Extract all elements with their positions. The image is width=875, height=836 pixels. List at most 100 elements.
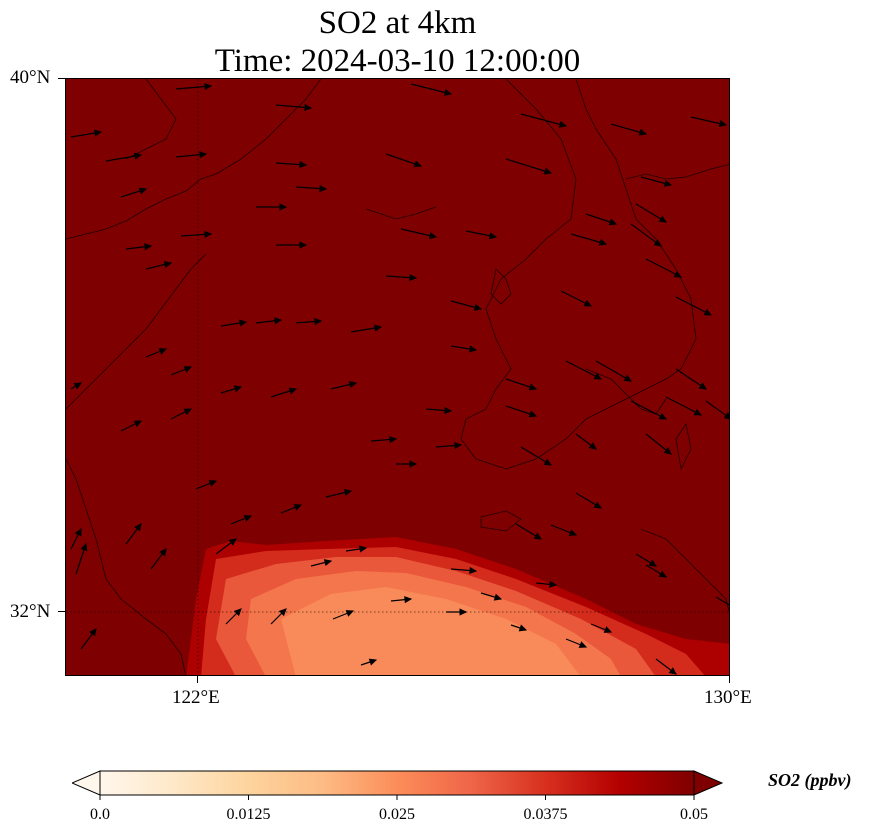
wind-arrow-head: [138, 187, 148, 195]
wind-arrow-head: [444, 406, 453, 415]
wind-arrow-head: [274, 317, 283, 325]
wind-arrow: [665, 396, 702, 416]
wind-arrow-head: [528, 383, 538, 391]
wind-arrow-head: [533, 532, 543, 540]
wind-arrow-head: [348, 381, 358, 389]
lon-tick-122: [197, 676, 198, 683]
wind-arrow-head: [528, 410, 538, 418]
wind-arrow-head: [373, 324, 383, 332]
wind-arrow-head: [658, 412, 668, 420]
colorbar-title: SO2 (ppbv): [768, 770, 852, 790]
wind-arrow-head: [314, 317, 323, 326]
plot-title-line2: Time: 2024-03-10 12:00:00: [214, 43, 581, 79]
colorbar-tick-label: 0.0375: [523, 806, 568, 823]
wind-arrow-head: [163, 261, 173, 269]
wind-arrow-head: [658, 215, 668, 223]
wind-arrow-head: [598, 238, 608, 246]
wind-arrow-head: [304, 103, 313, 112]
wind-arrow-head: [673, 270, 683, 278]
wind-arrow-head: [454, 441, 463, 450]
colorbar-extend-high: [693, 770, 724, 796]
wind-arrow-head: [404, 596, 413, 604]
colorbar-gradient: [99, 770, 695, 796]
wind-arrow-head: [668, 667, 677, 675]
wind-arrow-head: [183, 366, 193, 373]
wind-arrow: [565, 360, 602, 380]
wind-arrow-head: [80, 542, 88, 552]
colorbar-tick-label: 0.0125: [226, 806, 271, 823]
wind-arrow-head: [638, 128, 648, 136]
wind-arrow-head: [469, 566, 478, 575]
wind-arrow-head: [288, 387, 298, 395]
wind-arrow-head: [323, 559, 333, 567]
wind-arrow-head: [593, 372, 603, 380]
wind-arrow-head: [469, 345, 478, 353]
wind-arrow-head: [243, 515, 253, 522]
wind-arrow-head: [204, 230, 213, 239]
map-canvas: [66, 79, 729, 675]
coastlines: [66, 79, 729, 675]
wind-arrow-head: [345, 610, 355, 617]
wind-arrow-head: [653, 239, 662, 247]
wind-arrow-head: [693, 408, 703, 416]
wind-arrow-head: [608, 218, 618, 226]
wind-arrow-head: [233, 385, 243, 393]
wind-arrow-head: [648, 559, 658, 567]
wind-arrow-head: [93, 129, 103, 137]
wind-arrow-head: [299, 160, 308, 169]
wind-arrow: [630, 400, 667, 420]
wind-arrow-head: [543, 167, 553, 175]
wind-arrow-head: [583, 299, 593, 307]
wind-arrow: [410, 83, 452, 95]
lat-label-32: 32°N: [10, 601, 51, 622]
wind-arrow-head: [409, 460, 418, 468]
wind-arrow-head: [134, 523, 142, 532]
wind-arrow-head: [428, 232, 438, 240]
wind-arrow-head: [658, 570, 668, 578]
wind-arrow-head: [208, 480, 218, 487]
colorbar-tick-label: 0.0: [90, 806, 110, 823]
colorbar-tick-label: 0.025: [379, 806, 415, 823]
wind-arrow-head: [293, 504, 303, 511]
map-panel: [65, 78, 730, 676]
wind-arrow-head: [413, 160, 423, 168]
wind-arrow-head: [593, 501, 603, 509]
wind-arrow-head: [278, 608, 287, 617]
colorbar-tick-label: 0.05: [680, 806, 708, 823]
wind-arrow-head: [623, 374, 633, 382]
wind-arrow-head: [549, 580, 558, 588]
wind-arrow-head: [233, 608, 242, 617]
gridlines: [66, 79, 729, 675]
wind-arrow-head: [279, 203, 288, 211]
wind-arrow: [675, 296, 712, 316]
wind-arrow-head: [239, 319, 248, 327]
so2-plume: [186, 537, 729, 675]
wind-arrow-head: [703, 308, 713, 316]
wind-arrow: [595, 360, 632, 382]
wind-arrow-head: [473, 303, 483, 311]
lat-tick-32: [58, 611, 65, 612]
wind-arrow-head: [319, 184, 328, 193]
wind-arrow-head: [459, 608, 468, 616]
wind-arrow-head: [518, 624, 528, 632]
wind-arrow-head: [158, 348, 168, 355]
lat-tick-40: [58, 78, 65, 79]
wind-arrow-head: [663, 447, 672, 455]
wind-arrow-head: [89, 628, 97, 637]
wind-arrow-head: [133, 152, 143, 160]
wind-arrow-head: [159, 548, 167, 557]
wind-arrow-head: [558, 120, 568, 128]
wind-arrow-head: [74, 527, 82, 537]
wind-arrow: [505, 158, 552, 174]
wind-arrow-head: [723, 412, 729, 420]
plot-title-line1: SO2 at 4km: [318, 5, 477, 41]
wind-arrow-head: [389, 435, 398, 444]
wind-arrow-head: [133, 420, 143, 428]
wind-arrow-head: [204, 82, 213, 91]
lat-label-40: 40°N: [10, 67, 51, 88]
colorbar: [72, 770, 724, 800]
wind-arrow-head: [183, 408, 193, 416]
wind-arrow-head: [698, 382, 707, 390]
wind-arrow-head: [228, 538, 237, 546]
wind-arrow-head: [73, 382, 83, 390]
